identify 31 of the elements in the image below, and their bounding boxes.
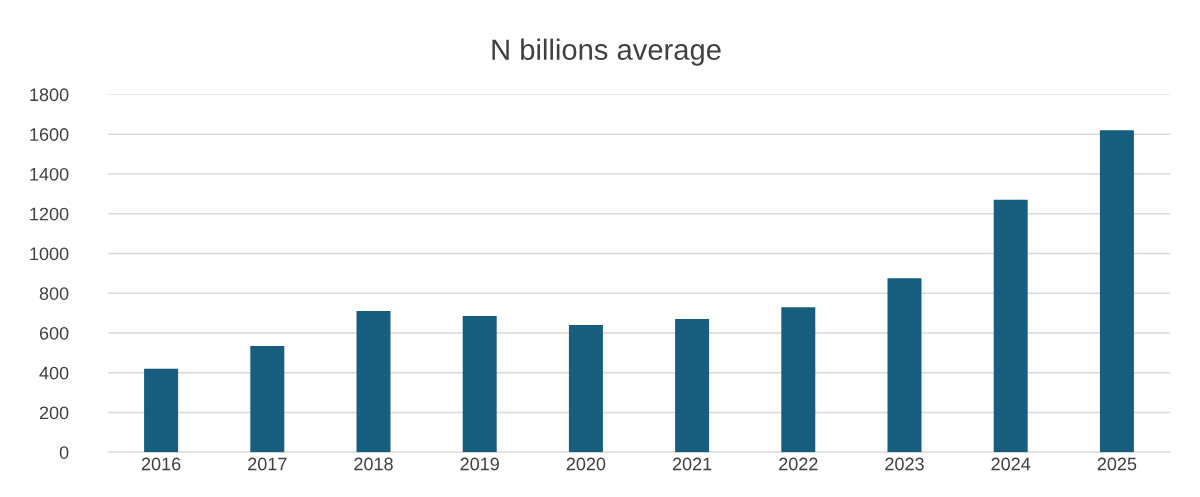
y-tick-label: 600 bbox=[39, 326, 69, 340]
x-tick-label: 2017 bbox=[248, 457, 287, 471]
x-tick-label: 2018 bbox=[354, 457, 393, 471]
x-tick-label: 2025 bbox=[1097, 457, 1137, 471]
x-tick-label: 2016 bbox=[141, 457, 181, 471]
bar bbox=[887, 278, 922, 453]
x-tick-label: 2020 bbox=[566, 457, 606, 471]
bar bbox=[675, 319, 710, 453]
y-tick-label: 1000 bbox=[30, 247, 69, 261]
x-tick-label: 2019 bbox=[460, 457, 499, 471]
y-tick-label: 1800 bbox=[30, 88, 69, 102]
y-tick-label: 1200 bbox=[30, 207, 69, 221]
bar bbox=[993, 199, 1028, 453]
bar bbox=[356, 311, 391, 453]
x-tick-label: 2021 bbox=[672, 457, 712, 471]
bar bbox=[781, 307, 816, 453]
bar bbox=[144, 368, 179, 453]
bar bbox=[250, 345, 285, 453]
bar bbox=[462, 316, 497, 453]
x-tick-label: 2023 bbox=[885, 457, 924, 471]
x-tick-label: 2024 bbox=[991, 457, 1031, 471]
y-tick-label: 200 bbox=[39, 406, 69, 420]
bar bbox=[1099, 130, 1134, 453]
bar bbox=[568, 325, 603, 453]
y-tick-label: 0 bbox=[59, 446, 69, 459]
y-tick-label: 1600 bbox=[30, 128, 69, 141]
y-tick-label: 400 bbox=[39, 366, 69, 380]
chart-title: N billions average bbox=[492, 38, 721, 66]
x-tick-label: 2022 bbox=[779, 457, 818, 471]
y-tick-label: 800 bbox=[39, 287, 69, 300]
y-tick-label: 1400 bbox=[30, 167, 69, 181]
